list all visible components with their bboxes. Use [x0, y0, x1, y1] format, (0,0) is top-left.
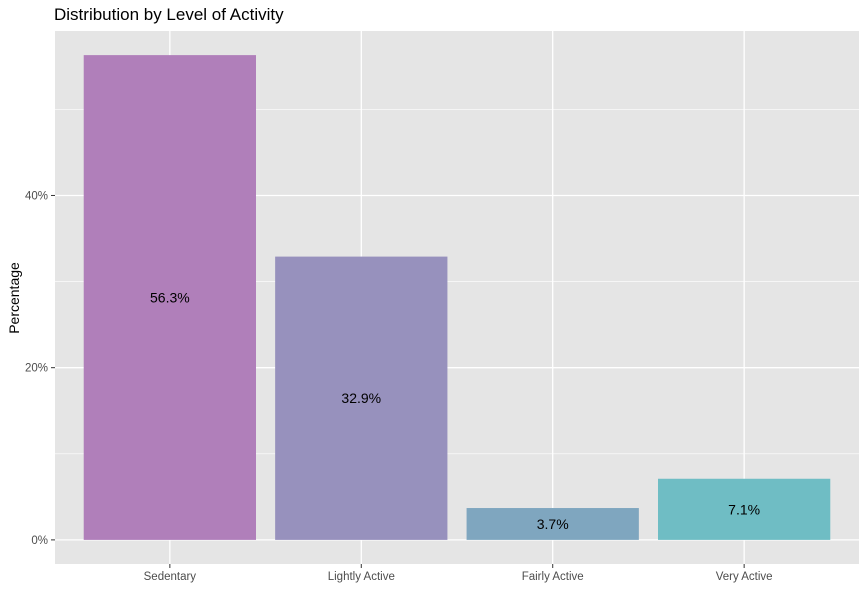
x-tick-label: Lightly Active [328, 571, 395, 583]
bar-data-label: 7.1% [728, 501, 760, 517]
x-tick-label: Very Active [716, 571, 773, 583]
x-tick-label: Sedentary [144, 571, 197, 583]
y-tick-label: 0% [31, 535, 48, 547]
y-tick-label: 40% [25, 190, 48, 202]
bars [83, 55, 831, 540]
chart-title: Distribution by Level of Activity [54, 5, 284, 24]
x-axis: Sedentary Lightly Active Fairly Active Very… [144, 564, 773, 583]
bar-data-label: 3.7% [537, 516, 569, 532]
bar [466, 508, 639, 540]
bar [275, 256, 448, 540]
y-axis-label: Percentage [6, 262, 22, 334]
bar-data-label: 56.3% [150, 290, 190, 306]
y-axis: 0% 20% 40% [25, 190, 55, 547]
bar-data-labels: 56.3% 32.9% 3.7% 7.1% [150, 290, 760, 532]
bar [83, 55, 256, 540]
bar [658, 478, 831, 540]
bar-data-label: 32.9% [341, 390, 381, 406]
y-tick-label: 20% [25, 363, 48, 375]
x-tick-label: Fairly Active [522, 571, 584, 583]
